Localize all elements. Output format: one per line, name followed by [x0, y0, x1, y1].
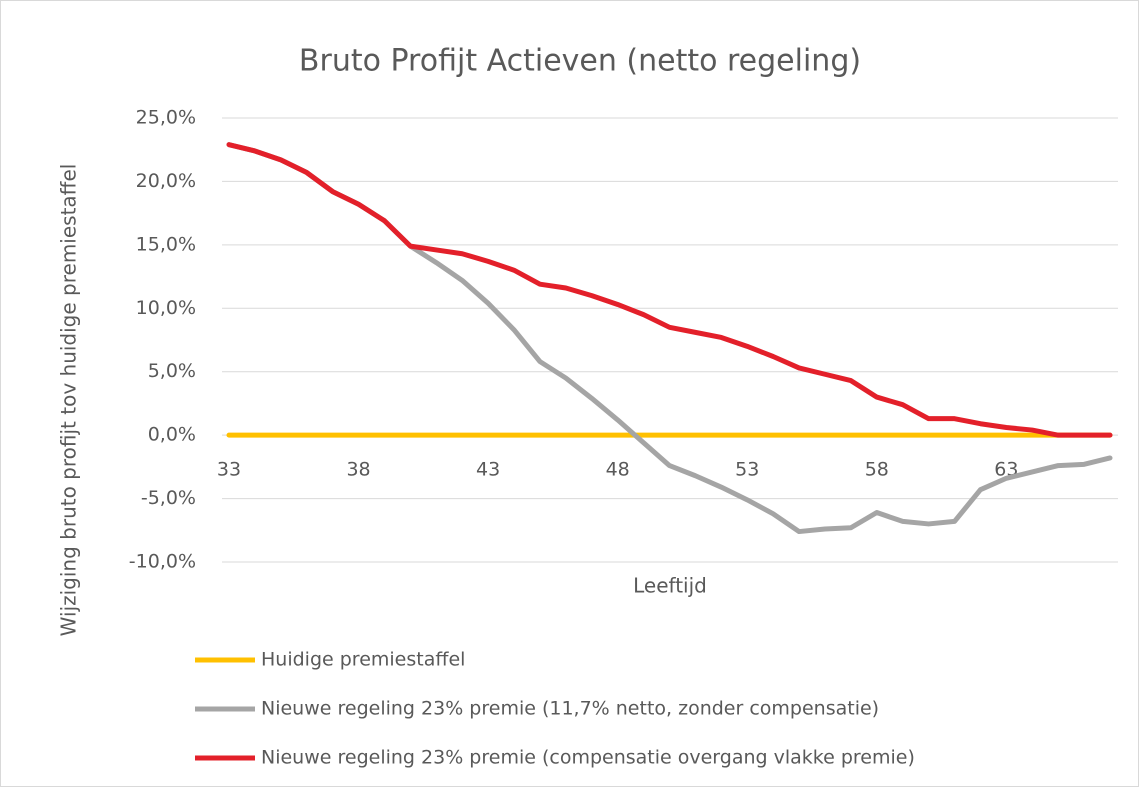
- y-tick-label: 10,0%: [136, 297, 196, 319]
- legend-label: Nieuwe regeling 23% premie (compensatie …: [261, 747, 915, 769]
- y-axis-title: Wijziging bruto profijt tov huidige prem…: [57, 164, 81, 637]
- x-tick-label: 33: [217, 459, 241, 481]
- y-tick-label: 15,0%: [136, 233, 196, 255]
- x-axis-title: Leeftijd: [633, 574, 707, 598]
- x-tick-label: 38: [346, 459, 370, 481]
- x-tick-label: 43: [476, 459, 500, 481]
- y-tick-label: 0,0%: [148, 424, 196, 446]
- series-line: [226, 142, 1113, 438]
- x-tick-label: 53: [735, 459, 759, 481]
- x-tick-label: 58: [865, 459, 889, 481]
- legend-label: Nieuwe regeling 23% premie (11,7% netto,…: [261, 698, 879, 720]
- legend-label: Huidige premiestaffel: [261, 649, 465, 671]
- y-tick-label: -5,0%: [141, 487, 196, 509]
- y-tick-label: 5,0%: [148, 360, 196, 382]
- y-tick-label: 20,0%: [136, 170, 196, 192]
- y-tick-label: -10,0%: [129, 551, 196, 573]
- y-tick-label: 25,0%: [136, 107, 196, 129]
- chart-title: Bruto Profijt Actieven (netto regeling): [299, 44, 861, 79]
- x-tick-label: 48: [606, 459, 630, 481]
